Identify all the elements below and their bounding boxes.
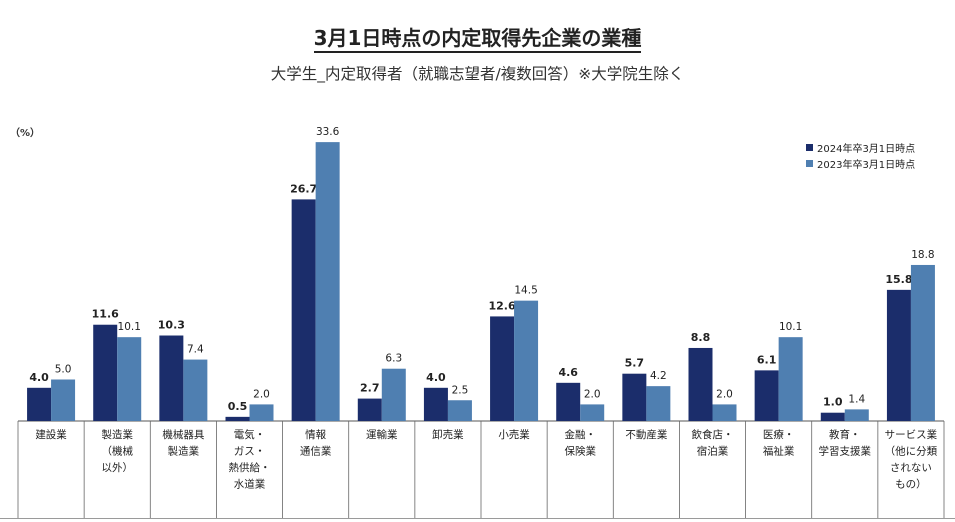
bar-2023 bbox=[514, 300, 539, 421]
category-label: 医療・ bbox=[763, 428, 795, 441]
bar-2024 bbox=[490, 316, 515, 421]
bar-2023 bbox=[183, 359, 208, 421]
category-label: 機械器具 bbox=[162, 428, 204, 441]
chart-title: 3月1日時点の内定取得先企業の業種 bbox=[0, 22, 955, 53]
legend-label-2023: 2023年卒3月1日時点 bbox=[817, 159, 916, 171]
category-label: されない bbox=[890, 462, 932, 474]
bar-2024 bbox=[556, 382, 581, 421]
category-label: （機械 bbox=[101, 445, 133, 458]
data-label: 8.8 bbox=[691, 331, 711, 344]
bar-2023 bbox=[712, 404, 737, 421]
data-label: 11.6 bbox=[92, 308, 119, 321]
chart-legend: 2024年卒3月1日時点 2023年卒3月1日時点 bbox=[806, 139, 915, 171]
data-label: 15.8 bbox=[885, 273, 912, 286]
bar-2024 bbox=[27, 387, 52, 421]
bar-2024 bbox=[423, 387, 448, 421]
bottom-divider bbox=[0, 518, 955, 519]
bar-2023 bbox=[315, 142, 340, 421]
category-label: 通信業 bbox=[300, 445, 332, 458]
category-label: 学習支援業 bbox=[819, 445, 872, 458]
bar-2023 bbox=[381, 368, 406, 421]
data-label: 0.5 bbox=[228, 400, 248, 413]
bar-2023 bbox=[447, 400, 472, 421]
data-label: 1.0 bbox=[823, 396, 843, 409]
data-label: 2.0 bbox=[716, 388, 733, 400]
category-label: 保険業 bbox=[564, 445, 596, 458]
category-label: 福祉業 bbox=[763, 445, 795, 458]
bar-2024 bbox=[291, 199, 316, 421]
data-label: 2.5 bbox=[452, 384, 469, 396]
category-label: 不動産業 bbox=[625, 428, 667, 441]
category-label: （他に分類 bbox=[885, 445, 938, 458]
legend-label-2024: 2024年卒3月1日時点 bbox=[817, 143, 916, 155]
data-label: 18.8 bbox=[911, 249, 934, 261]
category-label: 金融・ bbox=[564, 428, 596, 441]
category-label: ガス・ bbox=[234, 446, 266, 458]
data-label: 4.0 bbox=[29, 371, 49, 384]
category-label: 以外） bbox=[101, 462, 133, 474]
data-label: 4.6 bbox=[558, 366, 578, 379]
category-label: 水道業 bbox=[234, 478, 266, 491]
data-label: 10.1 bbox=[118, 321, 141, 333]
bar-2024 bbox=[622, 373, 647, 421]
data-label: 5.7 bbox=[625, 357, 645, 370]
category-label: 製造業 bbox=[101, 428, 133, 441]
bar-2024 bbox=[225, 416, 250, 421]
category-label: 熱供給・ bbox=[229, 461, 271, 474]
data-label: 2.7 bbox=[360, 382, 380, 395]
data-label: 10.1 bbox=[779, 321, 802, 333]
data-label: 7.4 bbox=[187, 344, 204, 356]
category-label: 運輸業 bbox=[366, 428, 398, 441]
category-label: 情報 bbox=[305, 428, 326, 441]
bar-2023 bbox=[778, 337, 803, 421]
category-label: 教育・ bbox=[829, 428, 861, 441]
category-label: 卸売業 bbox=[432, 428, 464, 441]
bar-2023 bbox=[844, 409, 869, 421]
bar-2023 bbox=[910, 264, 935, 421]
bar-2023 bbox=[117, 337, 142, 421]
bar-2023 bbox=[51, 379, 76, 421]
data-label: 33.6 bbox=[316, 126, 340, 138]
data-label: 10.3 bbox=[158, 319, 185, 332]
bar-2024 bbox=[93, 324, 118, 421]
bar-2023 bbox=[580, 404, 605, 421]
bar-2024 bbox=[357, 398, 382, 421]
category-label: 飲食店・ bbox=[692, 428, 734, 441]
data-label: 6.3 bbox=[385, 353, 402, 365]
bar-2023 bbox=[249, 404, 274, 421]
bar-2023 bbox=[646, 386, 671, 421]
category-label: 電気・ bbox=[234, 428, 266, 441]
bar-2024 bbox=[820, 412, 845, 421]
legend-swatch-2024 bbox=[806, 143, 813, 151]
data-label: 1.4 bbox=[848, 393, 865, 405]
data-label: 4.0 bbox=[426, 371, 446, 384]
category-label: 製造業 bbox=[168, 445, 200, 458]
legend-item-2023: 2023年卒3月1日時点 bbox=[806, 155, 915, 171]
bar-2024 bbox=[754, 370, 779, 421]
data-label: 6.1 bbox=[757, 353, 777, 366]
data-label: 2.0 bbox=[584, 388, 601, 400]
y-unit-label: （%） bbox=[10, 128, 41, 139]
data-label: 4.2 bbox=[650, 370, 667, 382]
bar-2024 bbox=[159, 335, 184, 421]
data-label: 12.6 bbox=[489, 299, 516, 312]
data-label: 14.5 bbox=[514, 285, 537, 297]
category-label: 小売業 bbox=[498, 428, 530, 441]
category-label: サービス業 bbox=[885, 428, 938, 441]
legend-item-2024: 2024年卒3月1日時点 bbox=[806, 139, 915, 155]
data-label: 26.7 bbox=[290, 182, 317, 195]
chart-title-text: 3月1日時点の内定取得先企業の業種 bbox=[313, 26, 642, 53]
chart-subtitle: 大学生_内定取得者（就職志望者/複数回答）※大学院生除く bbox=[270, 65, 685, 83]
category-label: 建設業 bbox=[35, 428, 67, 441]
data-label: 2.0 bbox=[253, 388, 270, 400]
bar-2024 bbox=[688, 347, 713, 421]
bar-2024 bbox=[886, 289, 911, 421]
category-label: もの） bbox=[895, 479, 927, 491]
legend-swatch-2023 bbox=[806, 159, 813, 167]
category-label: 宿泊業 bbox=[697, 445, 729, 458]
data-label: 5.0 bbox=[55, 364, 72, 376]
